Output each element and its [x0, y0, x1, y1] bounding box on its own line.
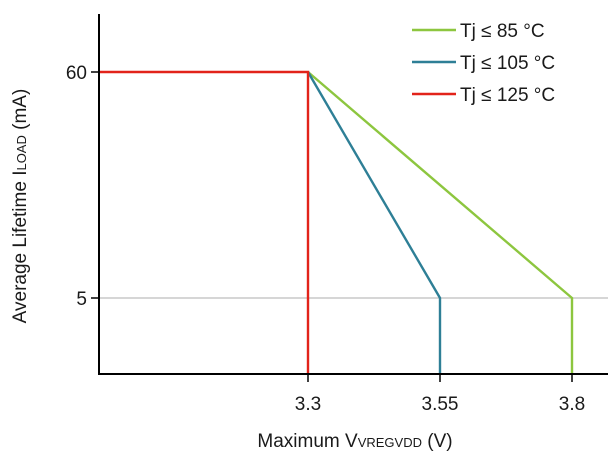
y-tick-label: 60 — [66, 63, 87, 84]
x-axis-label: Maximum VVREGVDD (V) — [257, 431, 452, 452]
ticks: 3.3 3.55 3.8 5 60 — [66, 63, 585, 415]
series-group — [99, 70, 574, 374]
y-tick-label: 5 — [76, 289, 87, 310]
legend: Tj ≤ 85 °C Tj ≤ 105 °C Tj ≤ 125 °C — [412, 21, 555, 106]
axes — [98, 14, 608, 375]
series-line-2 — [99, 70, 310, 374]
axis-label-prefix: Average Lifetime I — [10, 171, 31, 324]
y-axis-label: Average Lifetime ILOAD (mA) — [10, 89, 31, 324]
x-tick-label: 3.8 — [559, 394, 585, 415]
legend-label-1: Tj ≤ 105 °C — [460, 53, 555, 74]
series-line-1 — [306, 71, 442, 374]
axis-label-suffix: (V) — [422, 431, 453, 452]
axis-label-prefix: Maximum V — [257, 431, 358, 452]
x-tick-label: 3.3 — [295, 394, 321, 415]
axis-label-subscript: LOAD — [14, 135, 29, 170]
legend-label-2: Tj ≤ 125 °C — [460, 85, 555, 106]
x-tick-label: 3.55 — [422, 394, 459, 415]
series-line-0 — [307, 71, 574, 374]
legend-label-0: Tj ≤ 85 °C — [460, 21, 545, 42]
axis-label-suffix: (mA) — [10, 89, 31, 135]
axis-label-subscript: VREGVDD — [358, 435, 422, 450]
